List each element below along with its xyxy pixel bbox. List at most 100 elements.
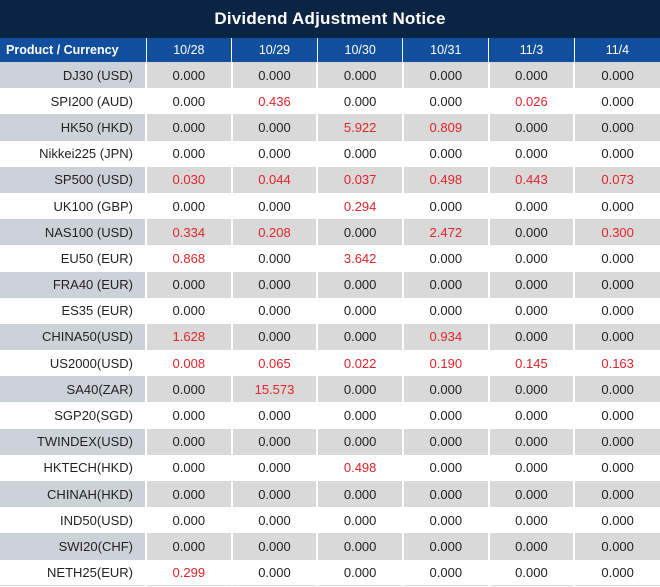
value-cell: 0.000 <box>145 533 232 560</box>
product-cell: TWINDEX(USD) <box>0 428 146 455</box>
header-date: 10/29 <box>231 38 318 62</box>
value-cell: 0.000 <box>401 245 489 272</box>
value-cell: 0.000 <box>487 62 575 89</box>
table-row: SPI200 (AUD) 0.000 0.436 0.000 0.000 0.026 0.0… <box>0 88 660 115</box>
value-cell: 0.030 <box>145 166 232 193</box>
value-cell: 0.000 <box>230 192 318 220</box>
value-cell: 0.000 <box>145 481 232 508</box>
value-cell: 0.000 <box>230 507 318 534</box>
value-cell: 0.073 <box>573 166 660 193</box>
value-cell: 0.000 <box>316 533 403 560</box>
value-cell: 0.145 <box>487 350 575 377</box>
value-cell: 0.000 <box>487 454 575 481</box>
value-cell: 2.472 <box>401 219 489 246</box>
product-cell: CHINAH(HKD) <box>0 481 146 508</box>
table-row: SP500 (USD) 0.030 0.044 0.037 0.498 0.443 0.07… <box>0 166 660 193</box>
value-cell: 0.065 <box>230 350 318 377</box>
header-date: 11/4 <box>573 38 660 62</box>
header-row: Product / Currency 10/28 10/29 10/30 10/31 11… <box>0 38 660 62</box>
value-cell: 0.000 <box>573 271 660 298</box>
value-cell: 0.000 <box>230 62 318 89</box>
value-cell: 0.000 <box>401 481 489 508</box>
value-cell: 0.000 <box>573 297 660 324</box>
value-cell: 0.000 <box>487 428 575 455</box>
product-cell: FRA40 (EUR) <box>0 271 146 298</box>
value-cell: 0.000 <box>401 402 489 429</box>
value-cell: 0.000 <box>316 428 403 455</box>
value-cell: 0.000 <box>316 140 403 167</box>
value-cell: 0.443 <box>487 166 575 193</box>
table-row: IND50(USD) 0.000 0.000 0.000 0.000 0.000 0.000 <box>0 507 660 534</box>
value-cell: 0.000 <box>487 507 575 534</box>
value-cell: 0.000 <box>573 428 660 455</box>
value-cell: 0.000 <box>145 428 232 455</box>
value-cell: 0.000 <box>573 481 660 508</box>
value-cell: 0.000 <box>230 481 318 508</box>
value-cell: 0.000 <box>573 507 660 534</box>
value-cell: 0.294 <box>316 192 403 220</box>
value-cell: 0.000 <box>573 192 660 220</box>
header-product-currency: Product / Currency <box>0 38 146 62</box>
product-cell: SGP20(SGD) <box>0 402 146 429</box>
value-cell: 0.000 <box>401 507 489 534</box>
value-cell: 0.000 <box>573 88 660 115</box>
value-cell: 0.000 <box>230 454 318 481</box>
table-row: HKTECH(HKD) 0.000 0.000 0.498 0.000 0.000 0.00… <box>0 454 660 481</box>
value-cell: 0.000 <box>145 376 232 403</box>
product-cell: Nikkei225 (JPN) <box>0 140 146 167</box>
value-cell: 0.190 <box>401 350 489 377</box>
value-cell: 0.000 <box>316 402 403 429</box>
value-cell: 0.000 <box>401 297 489 324</box>
value-cell: 0.000 <box>573 533 660 560</box>
product-cell: SA40(ZAR) <box>0 376 146 403</box>
value-cell: 0.000 <box>145 192 232 220</box>
value-cell: 0.022 <box>316 350 403 377</box>
value-cell: 0.000 <box>487 402 575 429</box>
value-cell: 0.000 <box>487 297 575 324</box>
value-cell: 0.000 <box>573 559 660 586</box>
value-cell: 5.922 <box>316 114 403 141</box>
value-cell: 0.000 <box>316 376 403 403</box>
value-cell: 0.000 <box>230 271 318 298</box>
value-cell: 0.000 <box>316 88 403 115</box>
value-cell: 0.000 <box>145 454 232 481</box>
value-cell: 15.573 <box>230 376 318 403</box>
value-cell: 0.000 <box>401 192 489 220</box>
value-cell: 0.000 <box>230 114 318 141</box>
value-cell: 0.000 <box>230 428 318 455</box>
product-cell: HKTECH(HKD) <box>0 454 146 481</box>
product-cell: NETH25(EUR) <box>0 559 146 586</box>
value-cell: 0.000 <box>145 140 232 167</box>
value-cell: 0.000 <box>230 245 318 272</box>
value-cell: 0.000 <box>487 376 575 403</box>
value-cell: 0.008 <box>145 350 232 377</box>
header-date: 10/28 <box>145 38 232 62</box>
product-cell: EU50 (EUR) <box>0 245 146 272</box>
value-cell: 0.000 <box>401 559 489 586</box>
value-cell: 0.000 <box>145 88 232 115</box>
value-cell: 0.208 <box>230 219 318 246</box>
value-cell: 0.300 <box>573 219 660 246</box>
value-cell: 0.163 <box>573 350 660 377</box>
product-cell: CHINA50(USD) <box>0 323 146 351</box>
value-cell: 0.000 <box>487 192 575 220</box>
table-row: SA40(ZAR) 0.000 15.573 0.000 0.000 0.000 0.000 <box>0 376 660 403</box>
table-row: FRA40 (EUR) 0.000 0.000 0.000 0.000 0.000 0.00… <box>0 271 660 298</box>
value-cell: 0.000 <box>573 402 660 429</box>
value-cell: 0.000 <box>230 559 318 586</box>
table-row: CHINAH(HKD) 0.000 0.000 0.000 0.000 0.000 0.00… <box>0 481 660 508</box>
header-date: 10/30 <box>316 38 403 62</box>
value-cell: 0.000 <box>487 245 575 272</box>
value-cell: 0.000 <box>401 428 489 455</box>
value-cell: 0.000 <box>573 323 660 351</box>
header-date: 10/31 <box>402 38 489 62</box>
value-cell: 0.000 <box>573 140 660 167</box>
table-row: SGP20(SGD) 0.000 0.000 0.000 0.000 0.000 0.000 <box>0 402 660 429</box>
value-cell: 0.000 <box>145 507 232 534</box>
dividend-table: Product / Currency 10/28 10/29 10/30 10/31 11… <box>0 38 660 587</box>
value-cell: 0.000 <box>401 62 489 89</box>
value-cell: 0.000 <box>487 140 575 167</box>
product-cell: SPI200 (AUD) <box>0 88 146 115</box>
value-cell: 0.000 <box>316 323 403 351</box>
value-cell: 0.000 <box>230 140 318 167</box>
